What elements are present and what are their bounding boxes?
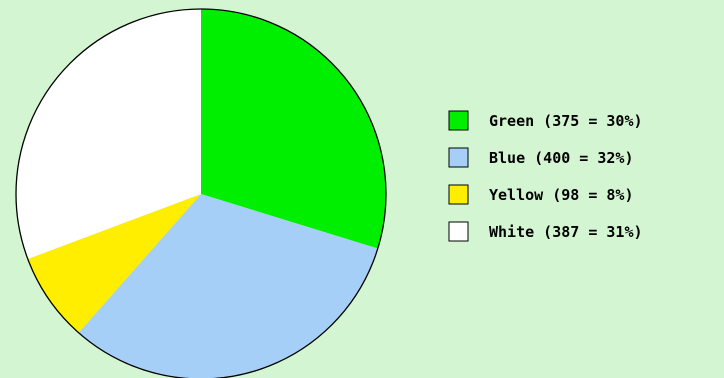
legend-label-green: Green (375 = 30%) [489,112,643,130]
pie-slice-blue [78,194,378,378]
legend-label-white: White (387 = 31%) [489,223,643,241]
legend-swatch-yellow [448,184,469,205]
legend-swatch-green [448,110,469,131]
pie-outline [15,8,387,378]
pie-slice-white [16,9,202,259]
legend-swatch-white [448,221,469,242]
pie-slice-yellow [27,194,201,333]
legend: Green (375 = 30%) Blue (400 = 32%) Yellow … [448,110,643,242]
pie-slices [15,8,387,378]
legend-swatch-blue [448,147,469,168]
legend-label-blue: Blue (400 = 32%) [489,149,634,167]
legend-label-yellow: Yellow (98 = 8%) [489,186,634,204]
pie-slice-green [201,9,386,249]
